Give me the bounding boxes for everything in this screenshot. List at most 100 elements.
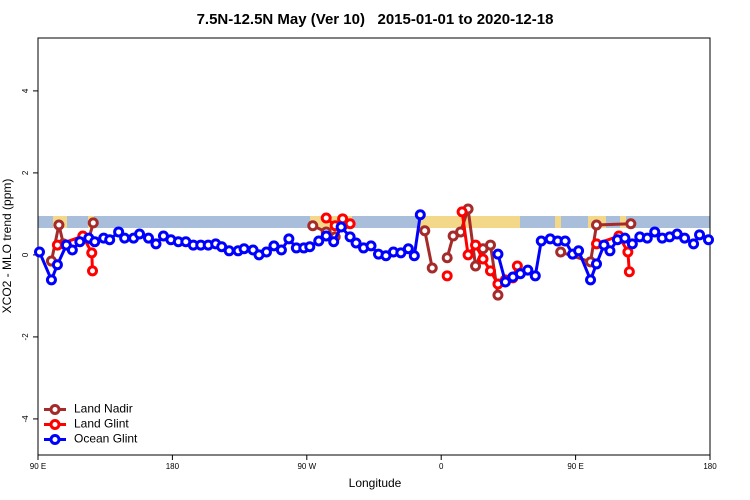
data-point	[535, 235, 547, 247]
data-point	[591, 258, 603, 270]
series-line	[596, 234, 631, 272]
data-point	[320, 230, 332, 242]
data-point	[51, 259, 63, 271]
data-point	[484, 239, 496, 251]
data-point	[559, 235, 571, 247]
data-point	[104, 234, 116, 246]
legend-marker	[49, 419, 61, 430]
data-point	[694, 229, 706, 241]
data-point	[307, 220, 319, 232]
data-point	[499, 276, 511, 288]
data-point	[344, 231, 356, 243]
data-point	[86, 247, 98, 259]
data-point	[529, 270, 541, 282]
data-point	[335, 221, 347, 233]
ocean-strip	[38, 216, 710, 228]
data-point	[426, 262, 438, 274]
y-tick-label: -4	[21, 415, 30, 423]
x-tick-label: 90 E	[567, 462, 583, 471]
data-point	[134, 228, 146, 240]
data-point	[649, 226, 661, 238]
data-point	[470, 239, 482, 251]
plot-frame	[37, 37, 711, 456]
data-point	[66, 244, 78, 256]
data-point	[522, 264, 534, 276]
data-point	[238, 243, 250, 255]
data-point	[484, 265, 496, 277]
data-point	[74, 236, 86, 248]
x-tick-label: 90 W	[297, 462, 316, 471]
land-patch	[620, 216, 626, 228]
data-point	[414, 209, 426, 221]
data-point	[623, 266, 635, 278]
data-point	[641, 232, 653, 244]
y-tick-label: 4	[21, 88, 30, 93]
data-point	[585, 274, 597, 286]
legend-label: Land Glint	[74, 417, 129, 431]
data-point	[591, 219, 603, 231]
data-point	[89, 236, 101, 248]
data-point	[313, 235, 325, 247]
data-point	[260, 246, 272, 258]
data-point	[456, 206, 468, 218]
data-point	[679, 232, 691, 244]
legend-marker	[49, 404, 61, 415]
data-point	[87, 217, 99, 229]
data-point	[113, 226, 125, 238]
series-line	[56, 234, 95, 271]
data-point	[304, 241, 316, 253]
data-point	[150, 238, 162, 250]
data-point	[350, 237, 362, 249]
data-point	[462, 249, 474, 261]
data-point	[441, 252, 453, 264]
data-point	[328, 236, 340, 248]
legend-label: Land Nadir	[74, 402, 133, 416]
y-tick-label: 0	[21, 252, 30, 257]
legend-label: Ocean Glint	[74, 432, 138, 446]
data-point	[492, 289, 504, 301]
series-line	[423, 230, 434, 269]
data-point	[223, 245, 235, 257]
data-point	[402, 243, 414, 255]
data-point	[143, 232, 155, 244]
chart-title: 7.5N-12.5N May (Ver 10) 2015-01-01 to 20…	[197, 11, 554, 28]
data-point	[33, 246, 45, 258]
map-strip	[38, 216, 710, 228]
data-point	[119, 232, 131, 244]
data-point	[604, 245, 616, 257]
data-point	[703, 234, 715, 246]
y-tick-label: 2	[21, 170, 30, 175]
data-point	[53, 219, 65, 231]
data-point	[622, 246, 634, 258]
x-tick-label: 90 E	[30, 462, 46, 471]
y-tick-label: -2	[21, 333, 30, 341]
data-point	[573, 245, 585, 257]
data-point	[320, 212, 332, 224]
x-tick-label: 180	[703, 462, 717, 471]
data-point	[365, 240, 377, 252]
data-point	[87, 265, 99, 277]
x-tick-label: 0	[439, 462, 444, 471]
data-point	[492, 248, 504, 260]
x-axis-label: Longitude	[349, 476, 402, 490]
data-point	[477, 253, 489, 265]
data-point	[555, 246, 567, 258]
x-tick-label: 180	[166, 462, 180, 471]
data-point	[688, 238, 700, 250]
data-point	[625, 218, 637, 230]
data-point	[283, 233, 295, 245]
legend-marker	[49, 434, 61, 445]
data-point	[619, 232, 631, 244]
data-point	[441, 270, 453, 282]
y-axis-label: XCO2 - MLO trend (ppm)	[0, 179, 14, 314]
data-point	[275, 244, 287, 256]
data-point	[419, 225, 431, 237]
data-point	[51, 239, 63, 251]
data-point	[45, 274, 57, 286]
data-point	[408, 250, 420, 262]
data-point	[344, 218, 356, 230]
data-point	[626, 238, 638, 250]
data-point	[470, 260, 482, 272]
land-patch	[555, 216, 561, 228]
